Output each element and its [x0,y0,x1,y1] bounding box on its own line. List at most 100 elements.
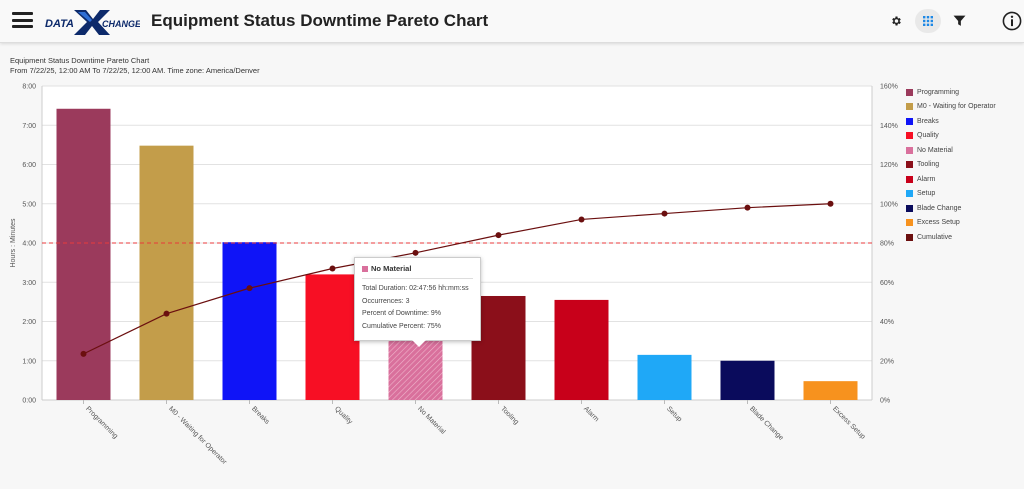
chart-date-range: From 7/22/25, 12:00 AM To 7/22/25, 12:00… [10,66,260,75]
logo-text-left: DATA [45,18,74,30]
y2-tick-label: 60% [880,280,894,287]
cumulative-point [495,232,502,239]
y-tick-label: 0:00 [22,398,36,405]
legend-item[interactable]: Blade Change [906,201,996,216]
x-tick-label: Blade Change [748,405,784,441]
tooltip-arrow [412,340,426,347]
y-tick-label: 4:00 [22,241,36,248]
legend-item[interactable]: Cumulative [906,230,996,245]
legend-swatch [906,219,913,227]
app-logo: DATA CHANGE [45,10,140,35]
cumulative-point [827,200,834,207]
legend-label: No Material [917,146,953,154]
legend-swatch [906,204,913,212]
tooltip-percent-downtime: Percent of Downtime: 9% [362,310,441,317]
y2-tick-label: 80% [880,241,894,248]
cumulative-point [80,350,87,357]
info-icon [1002,11,1022,31]
legend-label: Breaks [917,117,939,125]
y-tick-label: 3:00 [22,280,36,287]
y2-tick-label: 40% [880,319,894,326]
bar-breaks [222,242,277,400]
y2-tick-label: 120% [880,162,898,169]
y-tick-label: 6:00 [22,162,36,169]
x-tick-label: Breaks [250,405,271,426]
chart-legend: Programming M0 - Waiting for Operator Brea… [906,85,996,245]
logo-x-mark [74,10,110,35]
legend-label: Excess Setup [917,219,960,227]
grid-icon [923,16,933,26]
tooltip-title: No Material [371,264,412,273]
legend-swatch [906,88,913,96]
y-tick-label: 5:00 [22,201,36,208]
page-title: Equipment Status Downtime Pareto Chart [151,11,489,30]
legend-item[interactable]: Tooling [906,158,996,173]
legend-item[interactable]: No Material [906,143,996,158]
legend-item[interactable]: Alarm [906,172,996,187]
x-tick-label: Setup [665,405,683,423]
legend-item[interactable]: Excess Setup [906,216,996,231]
y-tick-label: 7:00 [22,123,36,130]
legend-swatch [906,175,913,183]
x-tick-label: Excess Setup [831,405,866,440]
cumulative-point [578,216,585,223]
tooltip-cumulative-percent: Cumulative Percent: 75% [362,322,441,330]
tooltip-occurrences: Occurrences: 3 [362,297,410,305]
settings-button[interactable] [883,9,909,33]
legend-label: Setup [917,190,936,198]
legend-label: Quality [917,132,939,140]
legend-label: Cumulative [917,233,953,241]
legend-item[interactable]: M0 - Waiting for Operator [906,100,996,115]
legend-swatch [906,161,913,169]
legend-item[interactable]: Programming [906,85,996,100]
gear-icon [892,16,901,26]
y2-tick-label: 0% [880,398,890,405]
chart-heading: Equipment Status Downtime Pareto Chart [10,56,150,65]
cumulative-line [83,203,831,355]
legend-swatch [906,103,913,111]
cumulative-point [744,204,751,211]
x-tick-label: Quality [333,405,354,426]
grid-view-button[interactable] [915,9,941,33]
y2-tick-label: 140% [880,123,898,130]
y2-tick-label: 100% [880,201,898,208]
y-tick-label: 1:00 [22,358,36,365]
filter-icon [953,15,965,26]
menu-icon[interactable] [12,12,33,28]
legend-item[interactable]: Setup [906,187,996,202]
legend-swatch [906,117,913,125]
legend-item[interactable]: Quality [906,129,996,144]
bar-setup [637,354,692,400]
y-tick-label: 2:00 [22,319,36,326]
y-tick-label: 8:00 [22,84,36,91]
filter-button[interactable] [946,9,972,33]
x-tick-label: M0 - Waiting for Operator [167,405,228,466]
cumulative-point [329,265,336,272]
cumulative-point [163,310,170,317]
chart-tooltip: No Material Total Duration: 02:47:56 hh:… [354,257,481,347]
tooltip-swatch [362,265,368,272]
legend-label: Programming [917,88,960,96]
legend-item[interactable]: Breaks [906,114,996,129]
x-tick-label: No Material [416,405,447,436]
cumulative-point [661,210,668,217]
y2-tick-label: 160% [880,84,898,91]
cumulative-point [412,249,419,256]
legend-swatch [906,146,913,154]
bar-alarm [554,299,609,400]
tooltip-header: No Material [362,264,473,279]
x-tick-label: Programming [84,405,119,440]
legend-swatch [906,233,913,241]
tooltip-total-duration: Total Duration: 02:47:56 hh:mm:ss [362,285,469,292]
legend-label: Blade Change [917,204,962,212]
bar-quality [305,274,360,400]
x-tick-label: Alarm [582,405,600,423]
bar-blade-change [720,360,775,400]
info-button[interactable] [999,9,1024,33]
legend-swatch [906,190,913,198]
y-axis-title: Hours : Minutes [10,218,17,268]
legend-label: M0 - Waiting for Operator [917,103,996,111]
y2-tick-label: 20% [880,358,894,365]
cumulative-point [246,285,253,292]
